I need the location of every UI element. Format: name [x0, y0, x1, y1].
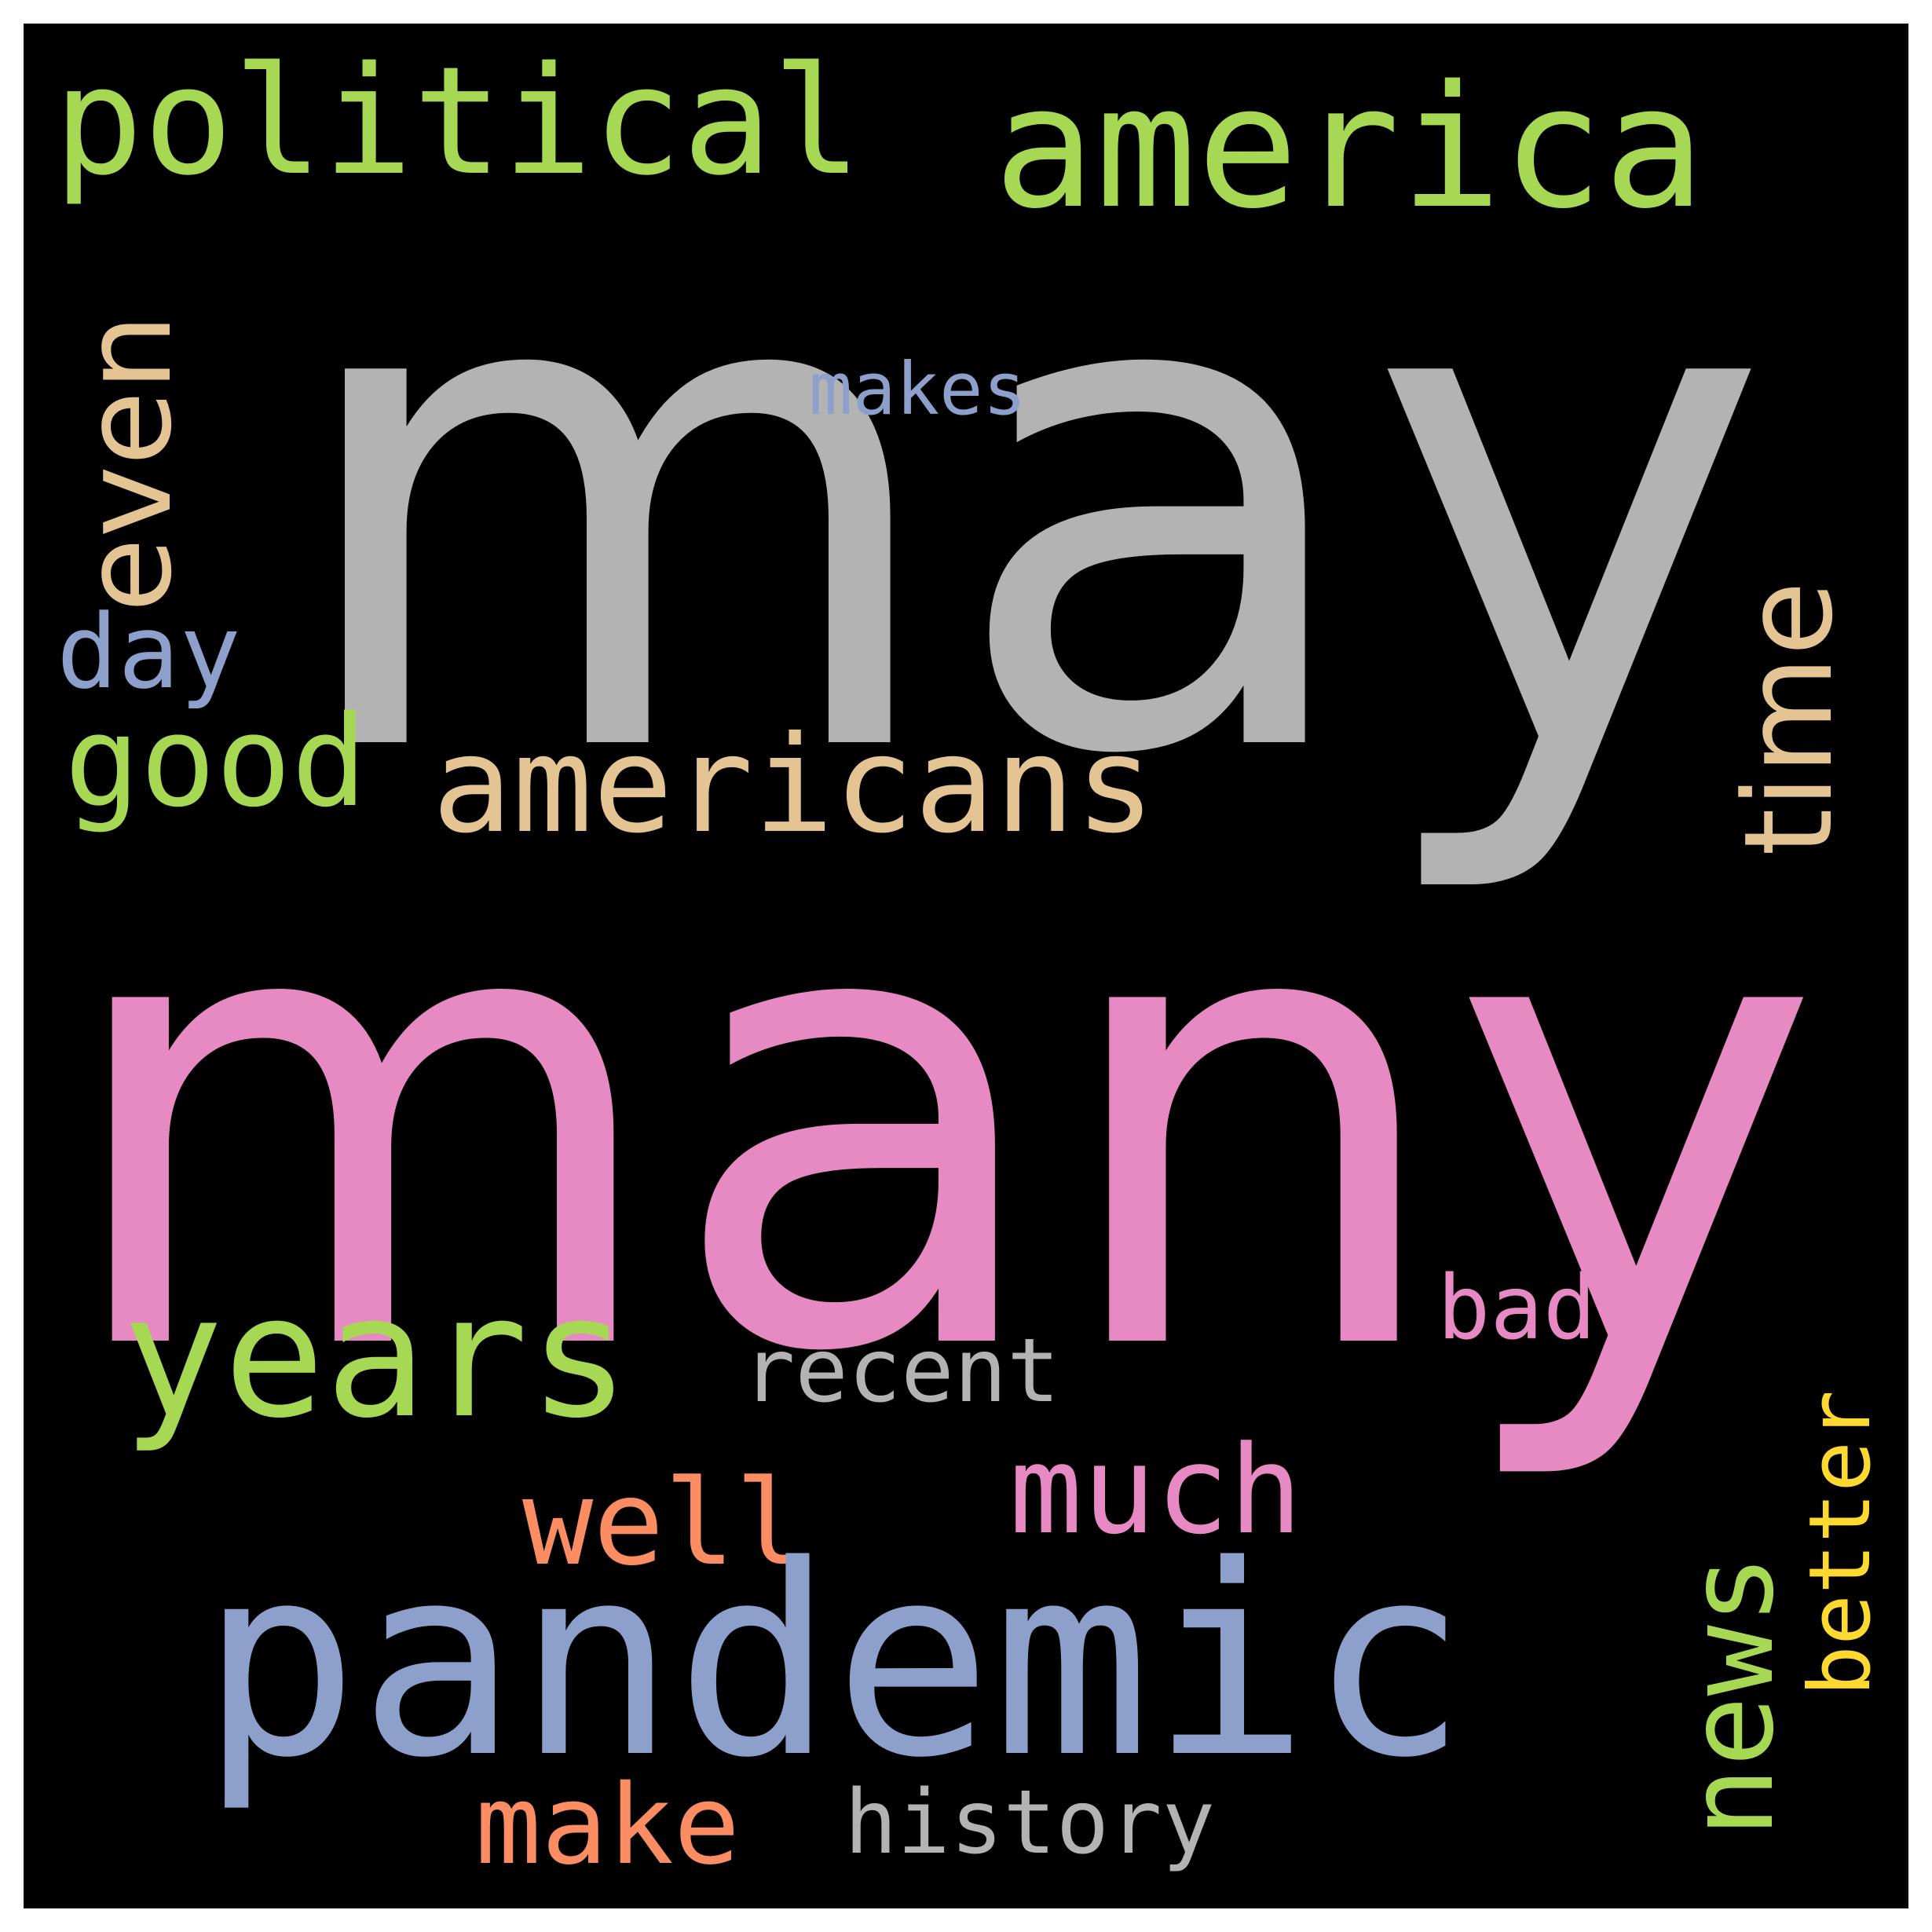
word-well: well: [522, 1455, 807, 1592]
word-make: make: [475, 1762, 741, 1890]
word-time: time: [1718, 580, 1860, 856]
word-cloud: many may america political even time day…: [24, 24, 1908, 1908]
word-recent: recent: [742, 1320, 1060, 1422]
word-history: history: [844, 1772, 1216, 1874]
word-may: may: [283, 108, 1772, 904]
word-americans: americans: [432, 708, 1156, 863]
word-makes: makes: [809, 347, 1026, 431]
word-good: good: [64, 688, 368, 835]
word-day: day: [57, 592, 241, 712]
word-many: many: [55, 757, 1822, 1489]
word-bad: bad: [1437, 1257, 1597, 1359]
word-america: america: [993, 49, 1706, 246]
word-better: better: [1791, 1389, 1890, 1696]
word-pandemic: pandemic: [200, 1509, 1468, 1816]
word-political: political: [53, 35, 862, 208]
word-much: much: [1009, 1419, 1303, 1561]
word-news: news: [1663, 1553, 1800, 1838]
word-even: even: [57, 313, 199, 613]
word-years: years: [122, 1258, 631, 1455]
